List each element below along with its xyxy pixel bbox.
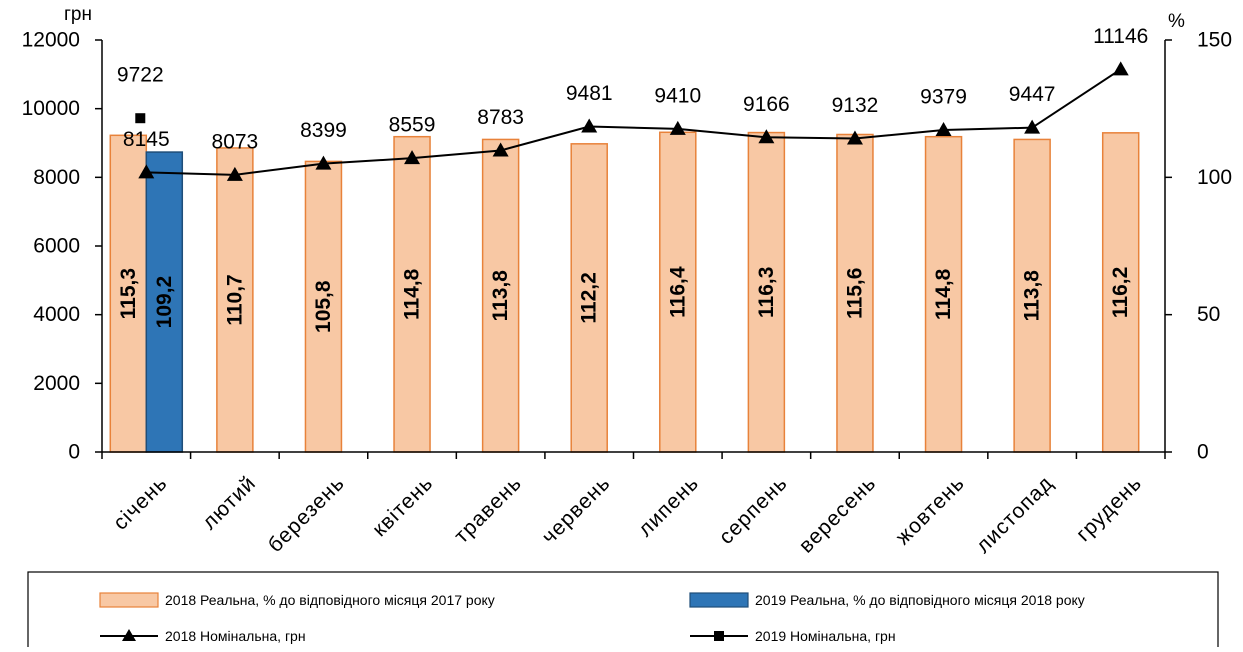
bar-2018-label: 114,8 (401, 268, 424, 320)
point-2018 (138, 164, 155, 179)
labels-layer: 115,3 109,2 110,7 105,8 114,8 113,8 112,2 116,4… (117, 25, 1149, 333)
category-label: травень (450, 471, 526, 547)
bar-2018 (1013, 138, 1051, 453)
bar-2018-label: 113,8 (1021, 270, 1044, 322)
point-2018 (226, 166, 243, 181)
legend-box (27, 571, 1219, 652)
legend-marker (122, 629, 136, 641)
point-2018 (492, 142, 509, 157)
point-2018 (581, 118, 598, 133)
point-2018-label: 9379 (920, 85, 967, 108)
line-2018 (146, 68, 1122, 176)
bar-2018 (481, 138, 520, 453)
point-2018-label: 8783 (477, 106, 524, 129)
point-2018 (758, 129, 775, 144)
bar-2018 (659, 131, 697, 453)
left-tick-label: 4000 (33, 303, 80, 326)
bar-2018 (924, 135, 963, 453)
point-2018 (1024, 119, 1041, 134)
bar-2018-label: 105,8 (312, 280, 335, 333)
right-axis-unit: % (1168, 11, 1185, 32)
bar-2019-label: 109,2 (153, 276, 176, 329)
left-tick-label: 0 (68, 441, 80, 464)
point-2018-label: 9481 (566, 82, 613, 105)
legend-label: 2018 Номінальна, грн (165, 628, 306, 644)
point-2018-label: 9132 (832, 94, 879, 117)
bar-2018 (304, 160, 343, 453)
category-label: березень (264, 471, 350, 557)
point-2018 (846, 130, 863, 145)
bar-2018-label: 110,7 (223, 274, 246, 325)
legend-swatch (689, 592, 749, 608)
legend-swatch (99, 592, 159, 608)
bar-2018-label: 113,8 (489, 270, 512, 322)
bar-2018-label: 112,2 (578, 272, 601, 323)
legend-label: 2018 Реальна, % до відповідного місяця 2… (165, 592, 495, 608)
left-tick-label: 10000 (22, 97, 80, 120)
point-2019 (135, 113, 146, 124)
category-label: грудень (1072, 471, 1147, 546)
right-tick-label: 50 (1197, 303, 1220, 326)
bar-2018-label: 115,3 (117, 268, 140, 319)
right-tick-label: 150 (1197, 29, 1232, 52)
point-2018-label: 9410 (654, 84, 701, 107)
point-2018-label: 8145 (123, 128, 170, 151)
right-tick-label: 100 (1197, 166, 1232, 189)
bar-2018 (109, 134, 148, 453)
bar-2018-label: 114,8 (932, 268, 955, 320)
bar-2018-label: 116,2 (1109, 267, 1132, 318)
point-2018-label: 8399 (300, 119, 347, 142)
bar-2018-label: 116,3 (755, 267, 778, 318)
lines-layer (135, 61, 1129, 181)
bar-2019 (145, 151, 184, 453)
bar-2018 (836, 133, 874, 453)
point-2018 (669, 120, 686, 135)
point-2018 (404, 150, 421, 165)
point-2018 (1112, 61, 1129, 76)
point-2018-label: 9447 (1009, 83, 1056, 106)
legend-marker (714, 631, 724, 641)
category-label: лютий (198, 471, 261, 534)
left-tick-label: 6000 (33, 235, 80, 258)
point-2018-label: 9166 (743, 93, 790, 116)
point-2019-label: 9722 (117, 64, 164, 87)
left-tick-label: 12000 (22, 29, 80, 52)
left-axis-unit: грн (64, 4, 92, 25)
point-2018-label: 11146 (1093, 25, 1148, 48)
legend-label: 2019 Реальна, % до відповідного місяця 2… (755, 592, 1085, 608)
bars-layer (109, 131, 1140, 453)
bar-2018-label: 115,6 (843, 268, 866, 319)
legend: 2018 Реальна, % до відповідного місяця 2… (27, 571, 1219, 652)
category-label: квітень (368, 471, 438, 541)
point-2018 (935, 121, 952, 136)
point-2018-label: 8559 (389, 114, 436, 137)
point-2018-label: 8073 (212, 130, 259, 153)
category-label: червень (538, 471, 615, 548)
point-2018 (315, 155, 332, 170)
category-label: серпень (715, 471, 792, 548)
left-tick-label: 2000 (33, 372, 80, 395)
right-tick-label: 0 (1197, 441, 1209, 464)
category-label: вересень (795, 471, 881, 557)
left-tick-label: 8000 (33, 166, 80, 189)
category-label: січень (109, 471, 172, 534)
legend-label: 2019 Номінальна, грн (755, 628, 896, 644)
category-label: липень (634, 471, 704, 541)
category-label: листопад (972, 471, 1058, 557)
category-label: жовтень (891, 471, 969, 549)
bar-2018-label: 116,4 (666, 266, 689, 318)
